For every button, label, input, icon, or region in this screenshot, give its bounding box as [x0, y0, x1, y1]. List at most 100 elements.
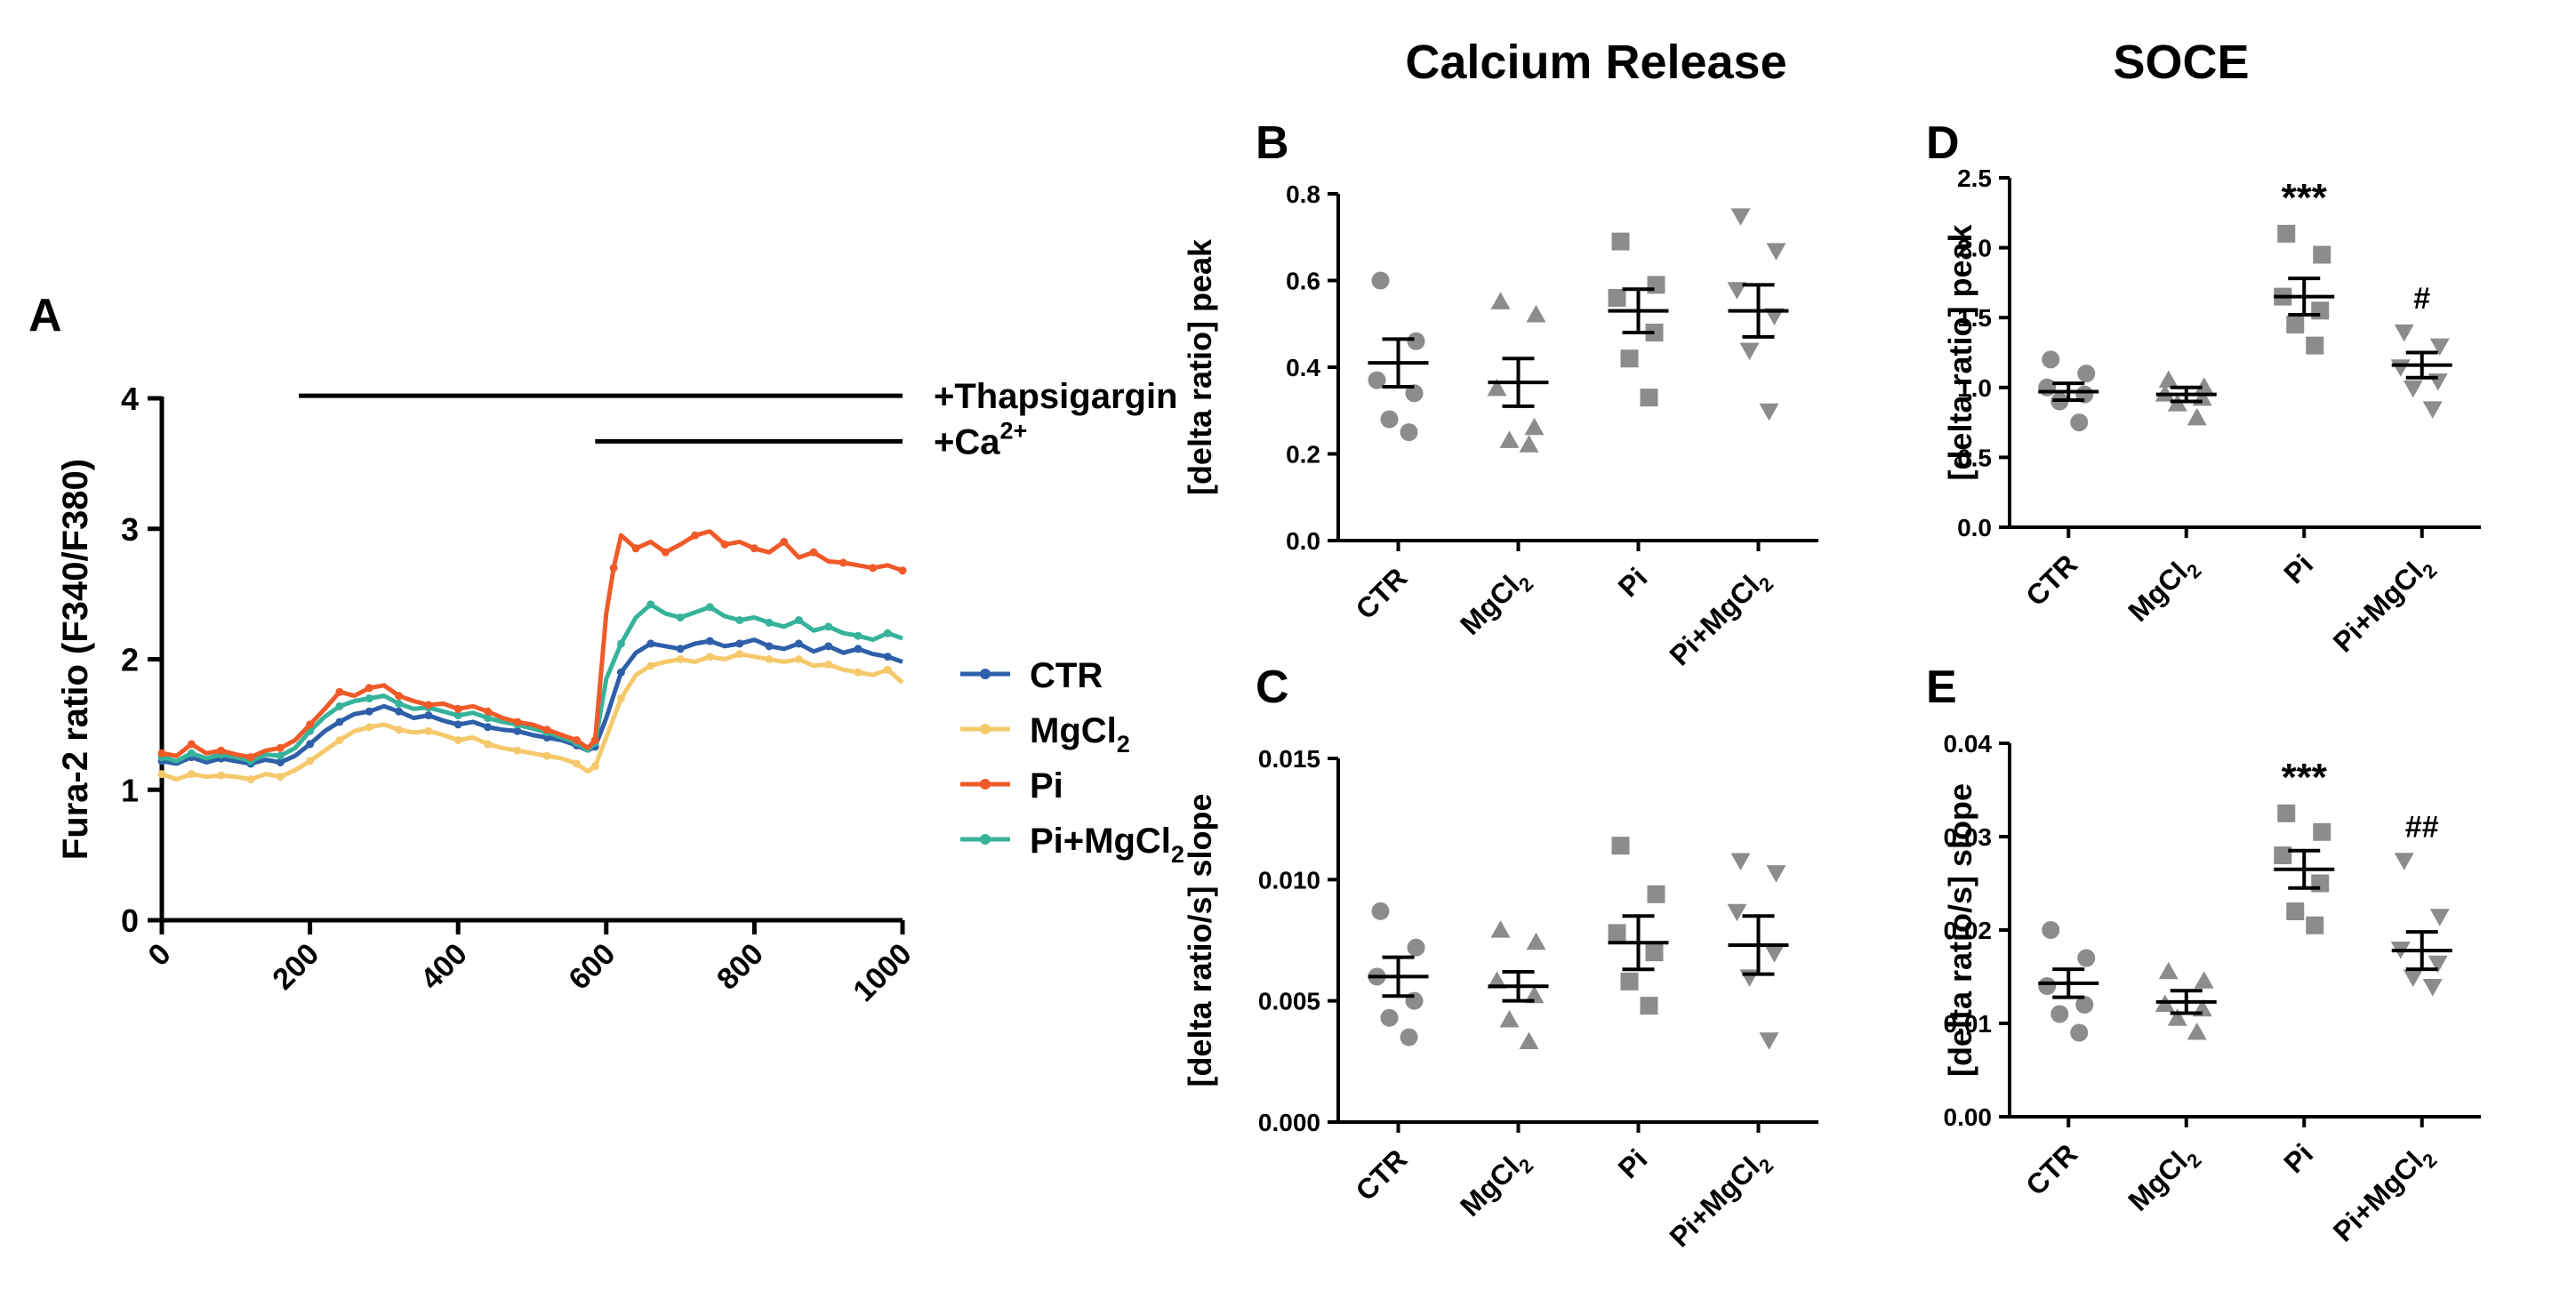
data-point [1371, 271, 1390, 290]
y-axis-label: [delta ratio/s] slope [1942, 783, 1978, 1077]
data-point [1620, 972, 1639, 990]
data-point [2042, 350, 2060, 369]
y-axis-label: [delta ratio/s] slope [1182, 793, 1218, 1087]
data-point [2194, 377, 2214, 395]
data-point [2306, 916, 2324, 934]
data-point [2077, 949, 2096, 967]
data-point [1759, 403, 1779, 421]
data-point [1380, 410, 1399, 429]
series-point [484, 714, 493, 723]
series-point [395, 699, 404, 708]
series-point [824, 660, 833, 669]
series-point [513, 746, 522, 755]
x-tick-label: Pi [1612, 561, 1654, 603]
series-point [646, 639, 655, 648]
series-point [616, 639, 625, 648]
panel-label-c: C [1256, 662, 1289, 713]
data-point [2390, 359, 2411, 377]
data-point [1526, 932, 1546, 950]
series-point [246, 753, 255, 762]
series-point [676, 645, 685, 654]
y-tick-label: 0.015 [1258, 745, 1320, 773]
data-point [1487, 971, 1507, 989]
x-tick-label: Pi+MgCl2 [1663, 1143, 1778, 1257]
data-point [2070, 413, 2089, 432]
y-tick-label: 0.2 [1286, 441, 1320, 469]
series-point [705, 603, 714, 612]
series-point [661, 548, 670, 557]
data-point [2394, 324, 2414, 342]
x-tick-label: Pi [2277, 548, 2319, 589]
significance-mark: ## [2405, 810, 2439, 844]
series-point [676, 655, 685, 663]
series-point [453, 720, 462, 729]
y-axis-label: Fura-2 ratio (F340/F380) [56, 459, 95, 860]
data-point [1620, 349, 1639, 368]
x-tick-label: MgCl2 [1454, 561, 1537, 645]
section-title-soce: SOCE [2113, 36, 2249, 89]
series-point [395, 692, 404, 701]
y-tick-label: 2.5 [1957, 164, 1992, 192]
data-point [1764, 945, 1785, 963]
data-point [2167, 1008, 2187, 1026]
x-tick-label: MgCl2 [1454, 1143, 1537, 1226]
series-point [735, 639, 744, 648]
series-point [424, 726, 433, 735]
series-point [883, 629, 892, 637]
data-point [1759, 1032, 1779, 1050]
y-tick-label: 0.03 [1944, 823, 1993, 851]
treatment-label: +Ca2+ [934, 418, 1027, 462]
data-point [2158, 961, 2179, 980]
x-tick-label: 800 [710, 937, 770, 997]
y-tick-label: 0.4 [1286, 354, 1320, 381]
series-point [306, 740, 315, 749]
data-point [1405, 384, 1424, 403]
y-tick-label: 0.010 [1258, 866, 1320, 894]
series-point [824, 642, 833, 651]
series-point [217, 771, 226, 780]
data-point [1611, 232, 1630, 251]
x-tick-label: MgCl2 [2122, 548, 2205, 631]
legend-label: CTR [1030, 656, 1103, 695]
y-tick-label: 0.0 [1286, 527, 1320, 555]
data-point [1739, 342, 1760, 360]
series-point [590, 735, 599, 744]
data-point [2077, 365, 2096, 383]
data-point [1487, 378, 1507, 397]
y-tick-label: 0.02 [1944, 917, 1993, 944]
panel-label-e: E [1926, 662, 1957, 713]
data-point [2187, 1022, 2207, 1040]
series-point [646, 600, 655, 609]
series-point [705, 637, 714, 645]
y-tick-label: 0.01 [1944, 1010, 1993, 1038]
data-point [1371, 902, 1390, 920]
y-tick-label: 0.000 [1258, 1109, 1320, 1136]
data-point [1519, 435, 1539, 453]
data-point [2187, 407, 2207, 426]
series-point [306, 757, 315, 766]
series-point [484, 707, 493, 716]
series-point [335, 718, 344, 726]
x-tick-label: 1000 [847, 937, 918, 1008]
data-point [2428, 955, 2448, 974]
series-point [794, 615, 803, 624]
series-point [794, 639, 803, 648]
section-title-calcium-release: Calcium Release [1405, 36, 1786, 89]
series-point [616, 668, 625, 677]
series-point [572, 759, 581, 768]
series-point [735, 615, 744, 624]
data-point [1647, 885, 1665, 903]
series-point [335, 735, 344, 744]
series-point [424, 701, 433, 710]
treatment-label: +Thapsigargin [934, 377, 1178, 416]
series-point [276, 743, 285, 752]
data-point [1640, 997, 1658, 1015]
series-point [276, 758, 285, 766]
x-tick-label: MgCl2 [2122, 1137, 2205, 1221]
data-point [1400, 1028, 1418, 1046]
panel-b-release-peak: B 0.0 0.2 0.4 0.6 0.8 [delta ratio] peak CTR MgC… [1182, 117, 1818, 672]
x-tick-label: 600 [562, 937, 622, 997]
legend-swatch-marker [980, 834, 991, 845]
y-tick-label: 0.04 [1944, 730, 1993, 758]
data-point [1490, 920, 1511, 938]
